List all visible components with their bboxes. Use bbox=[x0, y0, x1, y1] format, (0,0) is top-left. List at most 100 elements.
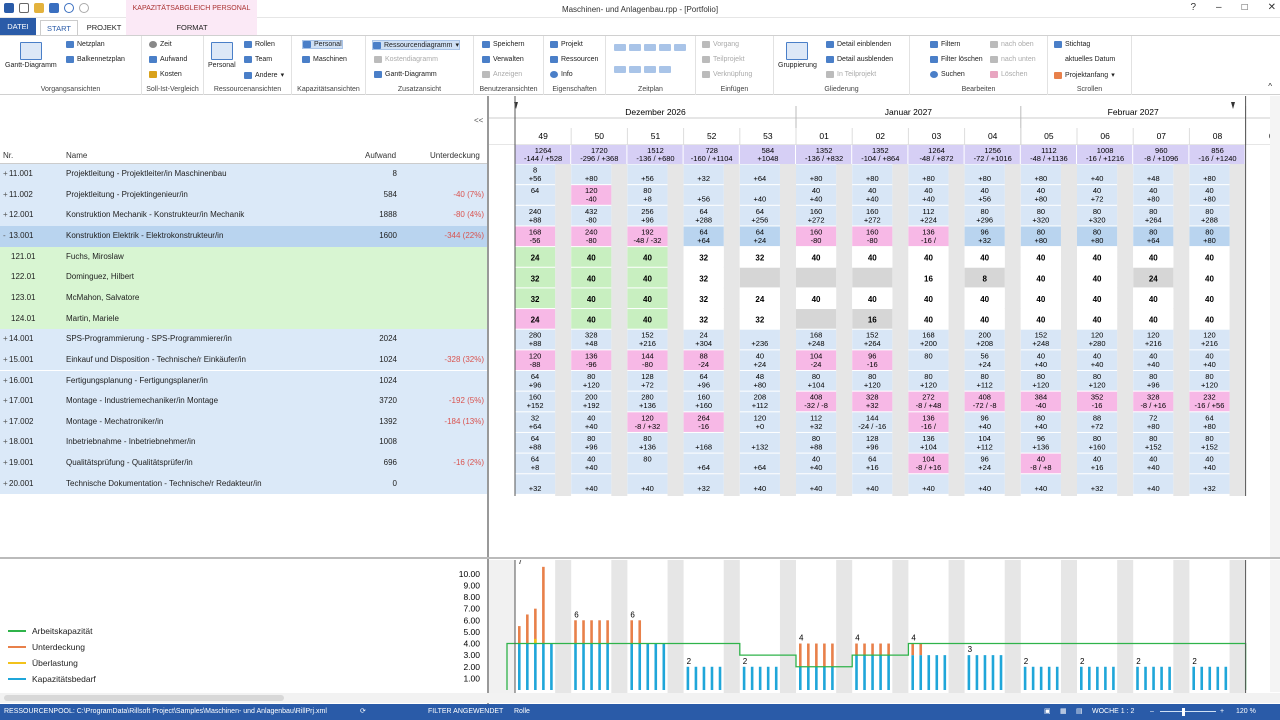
capacity-cell[interactable] bbox=[908, 288, 949, 309]
capacity-cell[interactable] bbox=[964, 164, 1005, 185]
capacity-cell[interactable] bbox=[908, 391, 949, 412]
capacity-cell[interactable] bbox=[515, 288, 556, 309]
capacity-cell[interactable] bbox=[1077, 391, 1118, 412]
capacity-cell[interactable] bbox=[571, 247, 612, 267]
ressourcen-props-button[interactable]: Ressourcen bbox=[550, 56, 598, 63]
capacity-cell[interactable] bbox=[908, 432, 949, 453]
capacity-cell[interactable] bbox=[571, 288, 612, 309]
capacity-cell[interactable] bbox=[852, 350, 893, 370]
capacity-cell[interactable] bbox=[515, 391, 556, 412]
capacity-cell[interactable] bbox=[1189, 205, 1230, 226]
verwalten-button[interactable]: Verwalten bbox=[482, 56, 524, 63]
capacity-cell[interactable] bbox=[627, 185, 668, 205]
expand-toggle-icon[interactable]: + bbox=[3, 189, 8, 199]
projektanfang-button[interactable]: Projektanfang ▾ bbox=[1054, 71, 1115, 79]
stichtag-button[interactable]: Stichtag bbox=[1054, 41, 1090, 48]
capacity-cell[interactable] bbox=[908, 474, 949, 494]
capacity-cell[interactable] bbox=[1077, 205, 1118, 226]
capacity-cell[interactable] bbox=[683, 453, 724, 474]
capacity-cell[interactable] bbox=[852, 247, 893, 267]
andere-button[interactable]: Andere ▾ bbox=[244, 71, 284, 79]
capacity-cell[interactable] bbox=[739, 371, 780, 391]
aktuelles-datum-button[interactable]: aktuelles Datum bbox=[1054, 56, 1115, 63]
capacity-cell[interactable] bbox=[683, 412, 724, 432]
capacity-cell[interactable] bbox=[852, 185, 893, 205]
capacity-cell[interactable] bbox=[1077, 247, 1118, 267]
zoom-in-icon[interactable]: + bbox=[1220, 708, 1225, 715]
capacity-cell[interactable] bbox=[1133, 309, 1174, 329]
horizontal-scrollbar[interactable] bbox=[0, 693, 1280, 703]
balkennetzplan-button[interactable]: Balkennetzplan bbox=[66, 56, 125, 63]
capacity-cell[interactable] bbox=[1189, 309, 1230, 329]
capacity-cell[interactable] bbox=[683, 288, 724, 309]
capacity-cell[interactable] bbox=[515, 164, 556, 185]
capacity-cell[interactable] bbox=[571, 453, 612, 474]
help-icon[interactable]: ? bbox=[1190, 2, 1196, 13]
zeitplan-zoom-icons[interactable] bbox=[614, 44, 686, 51]
capacity-cell[interactable] bbox=[1133, 164, 1174, 185]
capacity-cell[interactable] bbox=[908, 226, 949, 247]
aufwand-button[interactable]: Aufwand bbox=[149, 56, 187, 63]
capacity-cell[interactable] bbox=[683, 247, 724, 267]
capacity-cell[interactable] bbox=[1189, 350, 1230, 370]
capacity-cell[interactable] bbox=[1133, 453, 1174, 474]
expand-toggle-icon[interactable]: + bbox=[3, 210, 8, 220]
capacity-cell[interactable] bbox=[571, 432, 612, 453]
loeschen-button[interactable]: Löschen bbox=[990, 71, 1027, 78]
capacity-cell[interactable] bbox=[515, 329, 556, 350]
capacity-cell[interactable] bbox=[515, 226, 556, 247]
ressourcendiagramm-button[interactable]: Ressourcendiagramm ▾ bbox=[372, 40, 460, 50]
expand-toggle-icon[interactable]: - bbox=[3, 230, 6, 240]
capacity-cell[interactable] bbox=[515, 412, 556, 432]
capacity-cell[interactable] bbox=[964, 474, 1005, 494]
refresh-icon[interactable]: ⟳ bbox=[360, 708, 366, 715]
capacity-cell[interactable] bbox=[571, 309, 612, 329]
capacity-cell[interactable] bbox=[1077, 432, 1118, 453]
capacity-cell[interactable] bbox=[627, 164, 668, 185]
capacity-cell[interactable] bbox=[571, 267, 612, 288]
capacity-cell[interactable] bbox=[964, 432, 1005, 453]
kostendiagramm-button[interactable]: Kostendiagramm bbox=[374, 56, 438, 63]
view-normal-icon[interactable]: ▣ bbox=[1044, 708, 1051, 715]
capacity-cell[interactable] bbox=[796, 391, 837, 412]
capacity-cell[interactable] bbox=[796, 267, 837, 288]
table-row[interactable]: -13.001 Konstruktion Elektrik - Elektroko… bbox=[0, 225, 487, 247]
capacity-cell[interactable] bbox=[739, 164, 780, 185]
table-row[interactable]: +15.001 Einkauf und Disposition - Technis… bbox=[0, 349, 487, 371]
capacity-cell[interactable] bbox=[908, 164, 949, 185]
expand-toggle-icon[interactable]: + bbox=[3, 437, 8, 447]
capacity-cell[interactable] bbox=[964, 391, 1005, 412]
capacity-cell[interactable] bbox=[683, 267, 724, 288]
capacity-cell[interactable] bbox=[515, 267, 556, 288]
capacity-cell[interactable] bbox=[964, 371, 1005, 391]
zoom-slider-thumb[interactable] bbox=[1182, 708, 1185, 716]
table-row[interactable]: 122.01 Dominguez, Hilbert bbox=[0, 267, 487, 288]
capacity-cell[interactable] bbox=[571, 371, 612, 391]
capacity-cell[interactable] bbox=[627, 267, 668, 288]
zusatz-gantt-button[interactable]: Gantt-Diagramm bbox=[374, 71, 437, 78]
capacity-cell[interactable] bbox=[627, 309, 668, 329]
col-aufwand[interactable]: Aufwand bbox=[365, 151, 397, 160]
view-grid-icon[interactable]: ▦ bbox=[1060, 708, 1067, 715]
maschinen-button[interactable]: Maschinen bbox=[302, 56, 347, 63]
capacity-cell[interactable] bbox=[515, 432, 556, 453]
capacity-cell[interactable] bbox=[739, 205, 780, 226]
filter-loeschen-button[interactable]: Filter löschen bbox=[930, 56, 983, 63]
table-row[interactable]: +11.002 Projektleitung - Projektingenieur… bbox=[0, 184, 487, 206]
capacity-cell[interactable] bbox=[627, 371, 668, 391]
tab-start[interactable]: START bbox=[40, 20, 78, 35]
expand-toggle-icon[interactable]: + bbox=[3, 354, 8, 364]
kosten-button[interactable]: Kosten bbox=[149, 71, 182, 78]
capacity-cell[interactable] bbox=[1020, 412, 1061, 432]
col-nr[interactable]: Nr. bbox=[3, 151, 14, 160]
info-button[interactable]: Info bbox=[550, 71, 573, 78]
pane-splitter[interactable] bbox=[487, 96, 489, 706]
capacity-cell[interactable] bbox=[1020, 350, 1061, 370]
capacity-cell[interactable] bbox=[1133, 412, 1174, 432]
capacity-cell[interactable] bbox=[852, 453, 893, 474]
capacity-cell[interactable] bbox=[1189, 288, 1230, 309]
capacity-cell[interactable] bbox=[739, 185, 780, 205]
capacity-cell[interactable] bbox=[796, 288, 837, 309]
capacity-cell[interactable] bbox=[1020, 288, 1061, 309]
capacity-cell[interactable] bbox=[908, 371, 949, 391]
